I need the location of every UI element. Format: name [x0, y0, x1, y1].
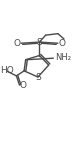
Text: O: O: [19, 81, 26, 90]
Text: O: O: [58, 39, 66, 48]
Text: S: S: [35, 72, 41, 81]
Text: S: S: [37, 38, 42, 47]
Text: NH₂: NH₂: [56, 53, 72, 62]
Text: O: O: [13, 39, 20, 48]
Text: HO: HO: [0, 66, 14, 75]
